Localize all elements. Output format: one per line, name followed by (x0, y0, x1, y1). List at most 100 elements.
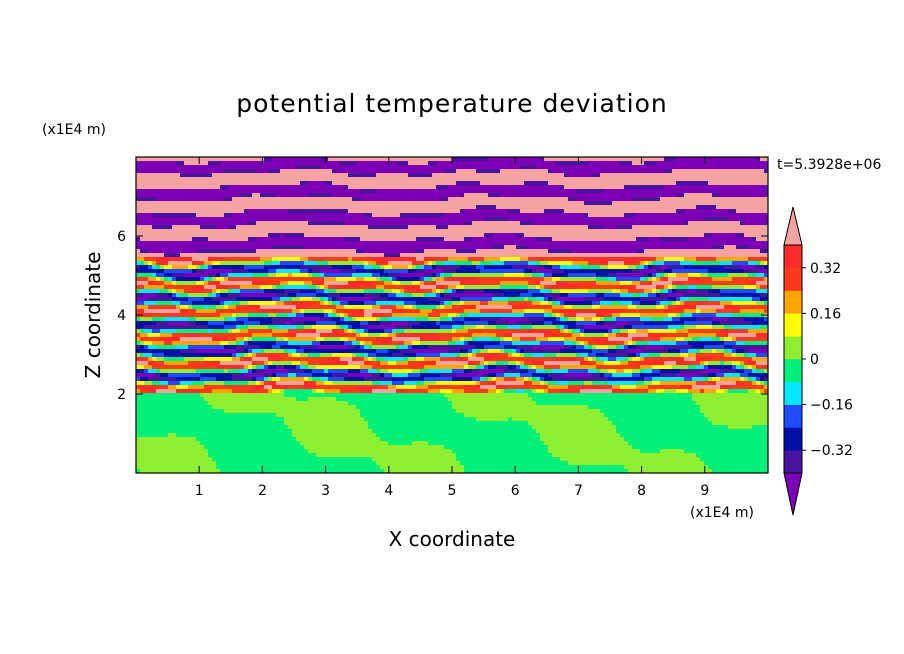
contour-cell (280, 277, 285, 282)
contour-cell (252, 173, 257, 178)
contour-cell (360, 257, 365, 262)
contour-cell (532, 257, 537, 262)
contour-cell (752, 221, 757, 226)
contour-cell (264, 181, 269, 186)
contour-cell (296, 265, 301, 270)
contour-cell (632, 173, 637, 178)
contour-cell (452, 169, 457, 174)
contour-cell (612, 261, 617, 266)
contour-cell (304, 181, 309, 186)
contour-cell (380, 173, 385, 178)
contour-cell (228, 189, 233, 194)
contour-cell (496, 225, 501, 230)
contour-cell (200, 233, 205, 238)
contour-cell (152, 237, 157, 242)
contour-cell (484, 185, 489, 190)
contour-cell (692, 273, 697, 278)
contour-cell (680, 241, 685, 246)
contour-cell (652, 233, 657, 238)
contour-cell (212, 157, 217, 162)
contour-cell (248, 249, 253, 254)
contour-cell (520, 205, 525, 210)
contour-cell (200, 273, 205, 278)
contour-cell (224, 169, 229, 174)
contour-cell (456, 245, 461, 250)
contour-cell (288, 185, 293, 190)
contour-cell (192, 221, 197, 226)
contour-cell (396, 269, 401, 274)
contour-cell (648, 169, 653, 174)
contour-cell (400, 265, 405, 270)
contour-cell (524, 229, 529, 234)
contour-cell (544, 161, 549, 166)
contour-cell (708, 233, 713, 238)
contour-cell (740, 161, 745, 166)
contour-cell (708, 237, 713, 242)
contour-cell (256, 277, 261, 282)
contour-cell (440, 277, 445, 282)
contour-cell (264, 241, 269, 246)
contour-cell (488, 241, 493, 246)
contour-cell (292, 237, 297, 242)
contour-cell (268, 161, 273, 166)
contour-cell (352, 217, 357, 222)
contour-cell (364, 221, 369, 226)
contour-cell (560, 205, 565, 210)
contour-cell (404, 273, 409, 278)
contour-cell (300, 205, 305, 210)
contour-cell (140, 181, 145, 186)
contour-cell (416, 269, 421, 274)
contour-cell (420, 233, 425, 238)
contour-cell (492, 245, 497, 250)
contour-cell (756, 217, 761, 222)
contour-cell (488, 193, 493, 198)
contour-cell (732, 165, 737, 170)
contour-cell (332, 197, 337, 202)
contour-cell (256, 193, 261, 198)
contour-cell (492, 173, 497, 178)
contour-cell (736, 249, 741, 254)
contour-cell (320, 265, 325, 270)
contour-cell (616, 225, 621, 230)
contour-cell (660, 217, 665, 222)
contour-cell (240, 217, 245, 222)
contour-cell (404, 165, 409, 170)
contour-cell (376, 201, 381, 206)
contour-cell (528, 181, 533, 186)
contour-cell (688, 209, 693, 214)
contour-cell (236, 253, 241, 258)
contour-cell (156, 225, 161, 230)
contour-cell (272, 185, 277, 190)
contour-cell (724, 217, 729, 222)
contour-cell (752, 161, 757, 166)
contour-cell (624, 177, 629, 182)
contour-cell (468, 157, 473, 162)
contour-cell (688, 189, 693, 194)
contour-cell (540, 193, 545, 198)
contour-cell (600, 177, 605, 182)
contour-cell (532, 241, 537, 246)
contour-cell (424, 181, 429, 186)
contour-cell (628, 165, 633, 170)
contour-cell (692, 169, 697, 174)
contour-cell (732, 273, 737, 278)
contour-cell (652, 253, 657, 258)
contour-cell (728, 197, 733, 202)
contour-cell (576, 165, 581, 170)
contour-cell (716, 261, 721, 266)
contour-cell (204, 265, 209, 270)
contour-cell (604, 197, 609, 202)
contour-cell (616, 229, 621, 234)
contour-cell (684, 157, 689, 162)
contour-cell (448, 217, 453, 222)
contour-cell (308, 237, 313, 242)
contour-cell (188, 185, 193, 190)
contour-cell (748, 265, 753, 270)
contour-cell (136, 265, 141, 270)
contour-cell (664, 201, 669, 206)
contour-cell (208, 177, 213, 182)
contour-cell (268, 189, 273, 194)
contour-cell (756, 237, 761, 242)
contour-cell (684, 209, 689, 214)
contour-cell (232, 189, 237, 194)
